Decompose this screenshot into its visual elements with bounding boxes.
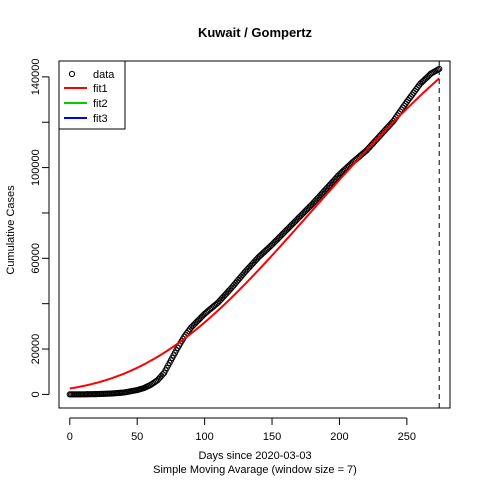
y-tick-label: 20000: [30, 334, 42, 365]
legend-label-fit1: fit1: [93, 83, 108, 95]
x-tick-label: 50: [131, 431, 143, 443]
legend-label-data: data: [93, 69, 115, 81]
legend-label-fit3: fit3: [93, 113, 108, 125]
legend: data fit1 fit2 fit3: [59, 61, 125, 129]
y-tick-label: 100000: [30, 149, 42, 186]
legend-label-fit2: fit2: [93, 98, 108, 110]
y-tick-label: 60000: [30, 243, 42, 274]
x-axis-sublabel: Simple Moving Avarage (window size = 7): [153, 464, 357, 476]
x-axis-label: Days since 2020-03-03: [198, 450, 311, 462]
y-tick-label: 0: [30, 391, 42, 397]
x-tick-label: 100: [195, 431, 213, 443]
x-tick-label: 250: [398, 431, 416, 443]
x-tick-label: 150: [263, 431, 281, 443]
chart-title: Kuwait / Gompertz: [198, 25, 313, 40]
x-tick-label: 200: [330, 431, 348, 443]
x-tick-label: 0: [67, 431, 73, 443]
y-axis-label: Cumulative Cases: [5, 185, 17, 275]
y-tick-label: 140000: [30, 59, 42, 96]
